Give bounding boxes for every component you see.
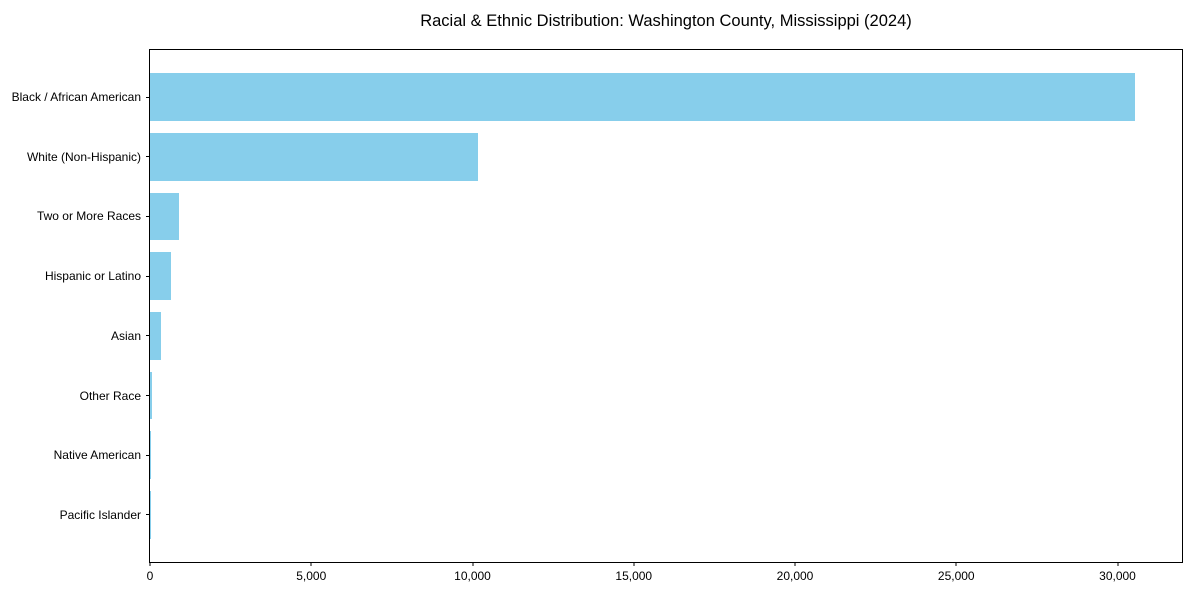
y-axis-tick <box>146 156 150 158</box>
x-axis-tick <box>794 562 796 566</box>
x-axis-tick <box>310 562 312 566</box>
x-axis-label: 25,000 <box>937 569 975 583</box>
x-axis-tick <box>955 562 957 566</box>
x-axis-tick <box>633 562 635 566</box>
bar <box>150 132 479 181</box>
x-axis-label: 0 <box>146 569 154 583</box>
y-axis-label: Native American <box>53 448 141 463</box>
plot-area: Black / African American White (Non-Hispa… <box>12 49 1183 582</box>
x-axis-label: 15,000 <box>615 569 653 583</box>
bar <box>150 311 161 360</box>
x-axis-label: 20,000 <box>776 569 814 583</box>
y-axis-tick <box>146 454 150 456</box>
y-axis-tick <box>146 514 150 516</box>
bar <box>150 431 152 480</box>
y-axis-label: White (Non-Hispanic) <box>26 149 141 164</box>
y-axis-label: Black / African American <box>11 90 141 105</box>
bar <box>150 252 171 301</box>
x-axis-label: 10,000 <box>454 569 491 583</box>
x-axis-tick <box>472 562 473 566</box>
y-axis-label: Asian <box>110 328 141 343</box>
x-axis-label: 5,000 <box>296 569 327 583</box>
y-axis-tick <box>146 96 150 98</box>
bar <box>150 73 1136 121</box>
y-axis-tick <box>146 275 150 277</box>
y-axis-label: Other Race <box>79 388 141 403</box>
y-axis-label: Two or More Races <box>36 209 141 224</box>
x-axis-label: 30,000 <box>1099 569 1136 583</box>
bar <box>150 192 180 241</box>
y-axis-tick <box>146 215 150 217</box>
y-axis-label: Hispanic or Latino <box>44 269 141 284</box>
y-axis-tick <box>146 395 150 396</box>
x-axis-tick <box>1117 562 1118 566</box>
bar <box>150 371 152 420</box>
chart-title: Racial & Ethnic Distribution: Washington… <box>420 12 912 30</box>
y-axis-label: Pacific Islander <box>59 507 141 522</box>
x-axis-tick <box>149 562 151 566</box>
y-axis-tick <box>146 335 150 337</box>
